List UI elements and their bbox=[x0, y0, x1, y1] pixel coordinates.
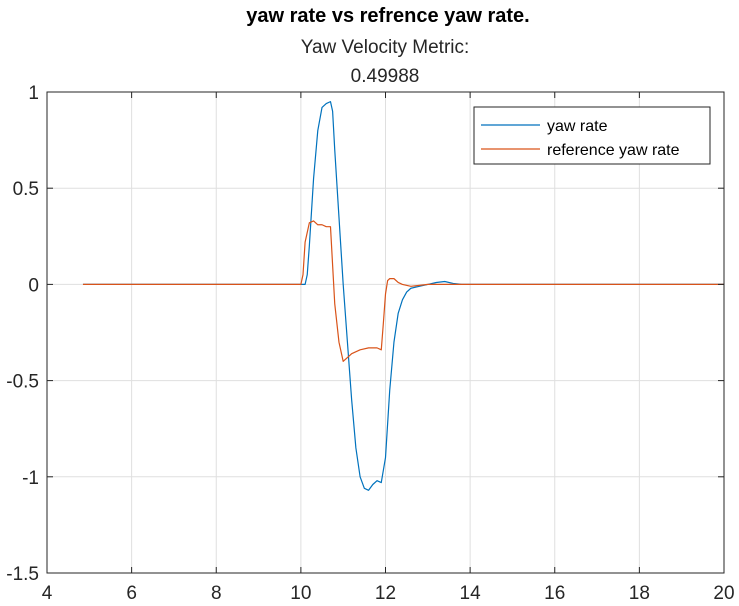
series-layer bbox=[82, 101, 724, 491]
x-tick-label: 6 bbox=[126, 583, 137, 604]
x-tick-label: 16 bbox=[544, 583, 565, 604]
chart-subtitle-line-2: 0.49988 bbox=[351, 66, 420, 87]
y-tick-label: -1.5 bbox=[6, 564, 39, 585]
tick-marks bbox=[46, 91, 725, 574]
x-tick-label: 10 bbox=[290, 583, 311, 604]
legend-box bbox=[473, 106, 711, 165]
legend-label-yaw-rate: yaw rate bbox=[547, 118, 608, 135]
y-tick-label: -1 bbox=[22, 468, 39, 489]
x-tick-label: 12 bbox=[375, 583, 396, 604]
series-line-reference-yaw-rate bbox=[82, 220, 724, 362]
y-tick-label: 0 bbox=[28, 275, 39, 296]
y-tick-label: 1 bbox=[28, 83, 39, 104]
y-tick-labels: -1.5 -1 -0.5 0 0.5 1 bbox=[6, 83, 39, 585]
chart-subtitle-line-1: Yaw Velocity Metric: bbox=[301, 37, 470, 58]
y-tick-label: 0.5 bbox=[13, 179, 39, 200]
x-tick-labels: 4 6 8 10 12 14 16 18 20 bbox=[42, 583, 735, 604]
y-tick-label: -0.5 bbox=[6, 372, 39, 393]
x-tick-label: 14 bbox=[460, 583, 482, 604]
x-tick-label: 4 bbox=[42, 583, 53, 604]
legend-label-reference-yaw-rate: reference yaw rate bbox=[547, 142, 680, 159]
x-tick-label: 8 bbox=[211, 583, 222, 604]
chart-title: yaw rate vs refrence yaw rate. bbox=[246, 5, 530, 27]
x-tick-label: 18 bbox=[629, 583, 650, 604]
x-tick-label: 20 bbox=[713, 583, 734, 604]
legend: yaw rate reference yaw rate bbox=[473, 106, 711, 165]
